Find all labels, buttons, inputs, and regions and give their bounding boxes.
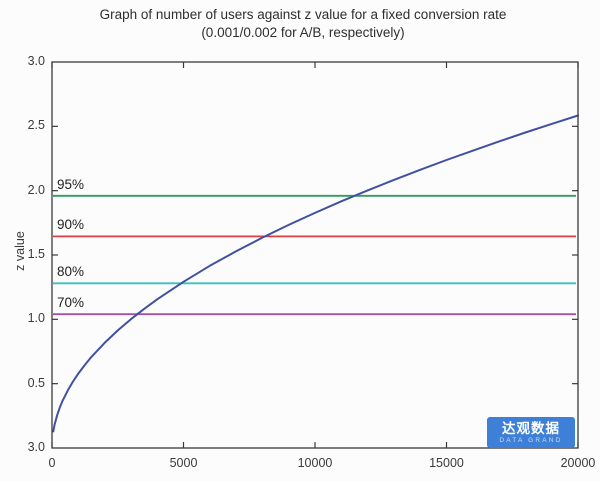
- chart-title-block: Graph of number of users against z value…: [3, 6, 600, 42]
- chart-subtitle: (0.001/0.002 for A/B, respectively): [201, 25, 405, 40]
- x-tick-label-10000: 10000: [297, 456, 333, 470]
- y-tick-label: 2.5: [27, 118, 45, 133]
- y-tick-label: 2.0: [27, 182, 45, 197]
- confidence-label-70%: 70%: [57, 295, 85, 311]
- watermark-en-text: DATA GRAND: [499, 436, 563, 444]
- confidence-label-80%: 80%: [57, 264, 85, 280]
- x-tick-label-20000: 20000: [560, 456, 596, 470]
- confidence-label-95%: 95%: [57, 176, 85, 192]
- datagrand-watermark: 达观数据 DATA GRAND: [487, 417, 575, 448]
- plot-border: [51, 61, 579, 449]
- y-tick-label: 3.0: [27, 54, 45, 68]
- y-tick-label: 1.5: [27, 247, 45, 261]
- y-tick-label: 3.0: [27, 440, 45, 454]
- confidence-label-90%: 90%: [57, 217, 85, 233]
- x-tick-label-0: 0: [48, 456, 56, 470]
- x-tick-label-5000: 5000: [169, 456, 198, 470]
- y-tick-label: 1.0: [27, 311, 45, 326]
- chart-title: Graph of number of users against z value…: [99, 7, 507, 22]
- watermark-cn-text: 达观数据: [502, 420, 560, 436]
- y-tick-label: 0.5: [27, 375, 45, 390]
- x-tick-label-15000: 15000: [429, 456, 464, 470]
- users-z-curve: [52, 114, 579, 433]
